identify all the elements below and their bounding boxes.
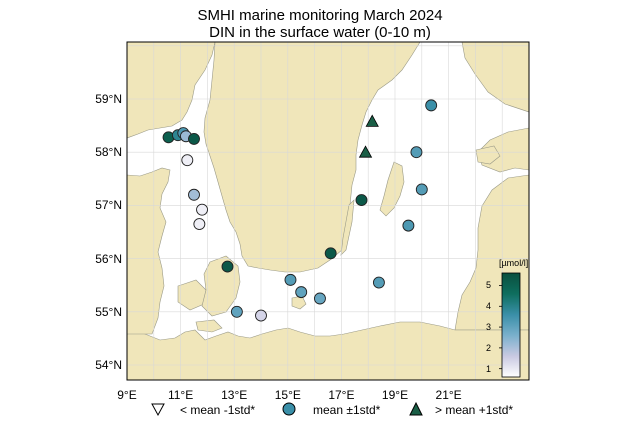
land-lolland — [195, 319, 223, 333]
lon-label: 11°E — [167, 388, 194, 402]
station-marker — [372, 276, 385, 289]
land-jutland — [127, 167, 171, 335]
lat-label: 58°N — [95, 145, 122, 160]
land-finland — [461, 42, 529, 113]
legend-within-label: mean ±1std* — [313, 403, 381, 417]
station-marker — [295, 286, 308, 299]
station-layer — [162, 99, 438, 322]
colorbar-unit: [µmol/l] — [499, 258, 529, 268]
land-south-coast — [127, 321, 529, 380]
legend-within-marker — [282, 402, 296, 416]
lon-label: 21°E — [435, 388, 462, 402]
station-marker — [355, 194, 368, 207]
station-marker — [410, 146, 423, 159]
station-marker — [230, 305, 243, 318]
land-norway — [127, 42, 216, 139]
map-title-line2: DIN in the surface water (0-10 m) — [209, 24, 431, 41]
map-title-line1: SMHI marine monitoring March 2024 — [197, 7, 443, 24]
station-marker — [221, 260, 234, 273]
legend-above-label: > mean +1std* — [435, 403, 514, 417]
graticule — [127, 42, 529, 380]
land-oland — [340, 199, 355, 256]
station-marker — [314, 292, 326, 305]
station-marker — [402, 219, 415, 232]
land-sweden — [203, 42, 421, 273]
lat-label: 56°N — [95, 251, 122, 266]
lon-label: 17°E — [328, 388, 355, 402]
land-gotland — [379, 161, 405, 217]
lat-label: 57°N — [95, 198, 122, 213]
colorbar-tick-label: 1 — [485, 363, 491, 374]
station-marker-above — [365, 114, 379, 127]
lon-label: 13°E — [221, 388, 248, 402]
colorbar-tick-label: 4 — [485, 301, 491, 312]
colorbar — [501, 272, 521, 378]
lon-label: 19°E — [381, 388, 409, 402]
legend-above-marker — [409, 401, 423, 416]
station-marker — [415, 183, 428, 196]
legend-below-marker — [151, 403, 165, 417]
lon-label: 15°E — [274, 388, 301, 402]
colorbar-ticks — [499, 285, 502, 370]
station-marker — [188, 188, 200, 201]
station-marker — [255, 309, 267, 322]
colorbar-tick-label: 3 — [485, 322, 491, 333]
colorbar-tick-label: 5 — [485, 280, 491, 291]
station-marker-above — [358, 145, 373, 158]
colorbar-tick-label: 2 — [485, 342, 491, 353]
station-marker — [425, 99, 438, 112]
lat-label: 59°N — [95, 92, 122, 106]
station-marker-below — [181, 154, 194, 167]
lat-label: 55°N — [95, 304, 122, 319]
station-marker-below — [196, 203, 208, 216]
map-frame — [126, 41, 530, 381]
land-saaremaa — [475, 145, 501, 165]
station-marker-below — [193, 218, 206, 230]
station-marker — [324, 247, 337, 260]
lat-label: 54°N — [95, 358, 122, 372]
station-marker — [188, 132, 200, 145]
lon-label: 9°E — [117, 388, 137, 402]
station-marker — [284, 273, 297, 286]
legend-below-label: < mean -1std* — [180, 403, 256, 417]
